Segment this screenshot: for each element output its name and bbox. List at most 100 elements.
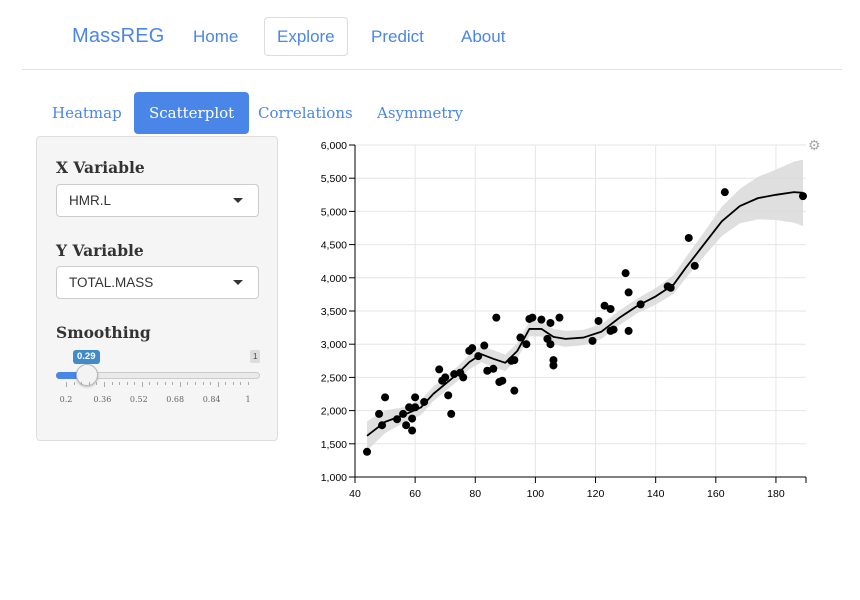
- slider-tick: [141, 382, 143, 387]
- navbar: MassREG Home Explore Predict About: [22, 0, 842, 70]
- tab-asymmetry[interactable]: Asymmetry: [377, 104, 464, 122]
- slider-tick: [164, 382, 166, 385]
- data-point: [684, 233, 693, 242]
- data-point: [468, 344, 477, 353]
- data-point: [621, 269, 630, 278]
- caret-down-icon: [233, 198, 243, 203]
- slider-value-badge: 0.29: [73, 350, 100, 364]
- x-tick-label: 100: [527, 488, 545, 500]
- slider-tick: [217, 382, 219, 387]
- data-point: [600, 301, 609, 310]
- gear-icon[interactable]: ⚙: [808, 137, 821, 153]
- data-point: [483, 366, 492, 375]
- slider-tick-label: 0.2: [59, 395, 73, 404]
- brand-logo[interactable]: MassREG: [72, 25, 165, 47]
- x-tick-label: 160: [707, 488, 725, 500]
- slider-tick: [81, 382, 83, 385]
- y-variable-label: Y Variable: [56, 241, 144, 260]
- caret-down-icon: [233, 280, 243, 285]
- data-point: [411, 403, 420, 412]
- y-tick-label: 5,000: [321, 206, 347, 218]
- slider-tick-label: 1: [245, 395, 251, 404]
- smoothing-slider[interactable]: 0.29 1 0.2 0.36 0.52 0.68 0.84 1: [56, 348, 261, 408]
- slider-tick: [248, 382, 249, 385]
- slider-tick: [202, 382, 204, 385]
- data-point: [588, 336, 597, 345]
- data-point: [381, 393, 390, 402]
- data-point: [528, 313, 537, 322]
- data-point: [609, 325, 618, 334]
- data-point: [624, 326, 633, 335]
- data-point: [537, 315, 546, 324]
- data-point: [435, 365, 444, 374]
- y-variable-value: TOTAL.MASS: [69, 275, 154, 290]
- nav-home[interactable]: Home: [193, 27, 239, 46]
- data-point: [393, 415, 402, 424]
- data-point: [546, 340, 555, 349]
- slider-tick-label: 0.68: [166, 395, 185, 404]
- data-point: [474, 352, 483, 361]
- slider-handle[interactable]: [76, 364, 98, 386]
- data-point: [522, 340, 531, 349]
- slider-fill: [56, 372, 88, 379]
- data-point: [549, 361, 558, 370]
- y-tick-label: 3,000: [321, 339, 347, 351]
- slider-tick: [149, 382, 151, 385]
- data-point: [378, 421, 387, 430]
- y-tick-label: 2,500: [321, 372, 347, 384]
- data-point: [606, 305, 615, 314]
- tab-correlations[interactable]: Correlations: [258, 104, 353, 122]
- y-tick-label: 3,500: [321, 306, 347, 318]
- data-point: [480, 341, 489, 350]
- data-point: [489, 364, 498, 373]
- data-point: [492, 313, 501, 322]
- slider-tick: [172, 382, 174, 385]
- slider-tick: [210, 382, 212, 385]
- x-tick-label: 60: [409, 488, 421, 500]
- data-point: [447, 409, 456, 418]
- data-point: [402, 421, 411, 430]
- y-tick-label: 6,000: [321, 140, 347, 152]
- data-point: [594, 316, 603, 325]
- data-point: [441, 373, 450, 382]
- data-point: [444, 391, 453, 400]
- smoothing-label: Smoothing: [56, 323, 151, 342]
- slider-tick: [187, 382, 189, 385]
- data-point: [408, 426, 417, 435]
- slider-tick: [88, 382, 90, 385]
- data-point: [363, 447, 372, 456]
- controls-panel: X Variable HMR.L Y Variable TOTAL.MASS S…: [36, 136, 278, 441]
- data-point: [450, 370, 459, 379]
- data-point: [420, 397, 429, 406]
- data-point: [459, 373, 468, 382]
- y-variable-select[interactable]: TOTAL.MASS: [56, 266, 259, 299]
- data-point: [498, 376, 507, 385]
- y-tick-label: 2,000: [321, 406, 347, 418]
- slider-tick-label: 0.52: [129, 395, 148, 404]
- x-tick-label: 120: [587, 488, 605, 500]
- data-point: [405, 403, 414, 412]
- slider-tick-label: 0.84: [202, 395, 221, 404]
- tab-scatterplot[interactable]: Scatterplot: [134, 92, 250, 134]
- slider-tick: [232, 382, 234, 385]
- nav-predict[interactable]: Predict: [371, 27, 424, 46]
- slider-tick-label: 0.36: [93, 395, 112, 404]
- slider-tick: [111, 382, 113, 385]
- y-tick-label: 4,000: [321, 273, 347, 285]
- data-point: [555, 313, 564, 322]
- nav-explore[interactable]: Explore: [264, 17, 348, 56]
- smooth-line: [366, 191, 804, 437]
- x-tick-label: 140: [647, 488, 665, 500]
- x-tick-label: 80: [469, 488, 481, 500]
- confidence-band: [367, 159, 803, 451]
- slider-tick: [194, 382, 196, 385]
- slider-tick: [66, 382, 67, 387]
- nav-about[interactable]: About: [461, 27, 506, 46]
- tab-heatmap[interactable]: Heatmap: [52, 104, 122, 122]
- x-variable-select[interactable]: HMR.L: [56, 184, 259, 217]
- data-point: [510, 356, 519, 365]
- data-point: [510, 386, 519, 395]
- slider-tick: [179, 382, 181, 387]
- data-point: [666, 283, 675, 292]
